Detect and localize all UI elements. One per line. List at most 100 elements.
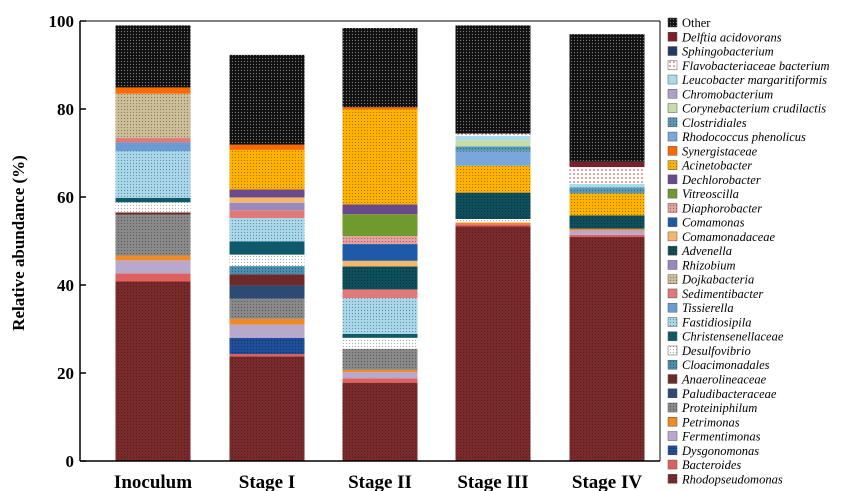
legend-item-acinetobacter: Acinetobacter xyxy=(667,159,752,173)
y-tick-label: 40 xyxy=(57,276,74,295)
bar-segment-texture xyxy=(342,382,418,461)
x-tick-label: Inoculum xyxy=(114,472,192,491)
legend-swatch xyxy=(667,459,678,470)
legend-swatch-texture xyxy=(668,360,677,370)
bar-segment-comamonadaceae xyxy=(229,197,305,203)
legend-swatch-texture xyxy=(668,117,677,127)
legend-swatch xyxy=(667,174,678,185)
bar-segment-texture xyxy=(569,237,645,461)
legend-item-anaerolineaceae: Anaerolineaceae xyxy=(667,373,767,387)
bar-segment-texture xyxy=(229,266,305,275)
bar-segment-synergistaceae xyxy=(115,87,191,94)
bar-segment-texture xyxy=(229,298,305,319)
bar-segment-texture xyxy=(115,93,191,139)
legend-item-tissierella: Tissierella xyxy=(667,301,734,315)
legend-item-corynebacterium-crudilactis: Corynebacterium crudilactis xyxy=(667,102,826,116)
bar-segment-texture xyxy=(569,34,645,162)
bar-segment-vitreoscilla xyxy=(342,214,418,237)
legend-item-petrimonas: Petrimonas xyxy=(667,415,740,429)
x-tick-label: Stage III xyxy=(457,472,528,491)
bar-segment-texture xyxy=(455,25,531,134)
bar-segment-rhizobium xyxy=(229,202,305,211)
legend-swatch xyxy=(667,331,678,341)
bar-segment-fermentimonas xyxy=(569,230,645,235)
legend-item-chromobacterium: Chromobacterium xyxy=(667,87,773,101)
legend-item-bacteroides: Bacteroides xyxy=(667,458,741,472)
legend-item-rhodopseudomonas: Rhodopseudomonas xyxy=(667,472,783,486)
legend-item-vitreoscilla: Vitreoscilla xyxy=(667,187,739,201)
legend-swatch xyxy=(667,374,678,384)
bar-segment-texture xyxy=(455,219,531,223)
y-tick-label: 60 xyxy=(57,188,74,207)
legend-item-flavobacteriaceae-bacterium: Flavobacteriaceae bacterium xyxy=(667,59,830,73)
bar-inoculum xyxy=(115,25,191,461)
bar-segment-texture xyxy=(342,348,418,370)
legend-swatch xyxy=(667,217,678,227)
legend-item-diaphorobacter: Diaphorobacter xyxy=(667,201,762,215)
legend-swatch xyxy=(667,103,678,113)
legend-item-comamonadaceae: Comamonadaceae xyxy=(667,230,775,244)
legend-label: Tissierella xyxy=(682,301,734,315)
legend-swatch-texture xyxy=(668,474,677,484)
bar-segment-petrimonas xyxy=(342,369,418,373)
x-tick-label: Stage II xyxy=(348,472,412,491)
legend-swatch xyxy=(667,32,678,42)
legend-label: Rhizobium xyxy=(681,258,735,272)
bar-segment-texture xyxy=(229,356,305,461)
legend-item-synergistaceae: Synergistaceae xyxy=(667,144,758,158)
bar-segment-paludibacteraceae xyxy=(229,285,305,299)
bar-segment-corynebacterium-crudilactis xyxy=(455,140,531,147)
bar-segment-texture xyxy=(342,109,418,205)
bar-segment-christensenellaceae xyxy=(229,241,305,255)
bar-segment-rhodococcus-phenolicus xyxy=(455,151,531,166)
legend-label: Advenella xyxy=(681,244,732,258)
legend-label: Rhodopseudomonas xyxy=(681,472,783,486)
legend-item-delftia-acidovorans: Delftia acidovorans xyxy=(667,30,782,44)
bar-segment-texture xyxy=(229,337,305,355)
bar-segment-texture xyxy=(342,236,418,245)
legend-swatch xyxy=(667,431,678,441)
y-tick-label: 0 xyxy=(66,452,75,471)
y-tick-label: 20 xyxy=(57,364,74,383)
legend-swatch-texture xyxy=(668,403,677,413)
bar-stage-iv xyxy=(569,34,645,461)
legend-label: Sphingobacterium xyxy=(682,45,774,59)
bar-segment-texture xyxy=(569,167,645,184)
legend-swatch-texture xyxy=(668,160,677,170)
legend-swatch xyxy=(667,288,678,299)
bar-segment-texture xyxy=(342,266,418,290)
bar-segment-fermentimonas xyxy=(229,324,305,338)
legend-label: Anaerolineaceae xyxy=(681,373,767,387)
bar-segment-texture xyxy=(115,25,191,88)
axes-group: 0 20 40 60 80 100 Inoculum Stage I Stage II Stage… xyxy=(49,12,661,491)
bar-segment-texture xyxy=(115,202,191,213)
bar-stage-ii xyxy=(342,28,418,461)
legend-label: Bacteroides xyxy=(682,458,741,472)
bar-segment-texture xyxy=(229,254,305,267)
legend-item-leucobacter-margaritiformis: Leucobacter margaritiformis xyxy=(667,73,827,87)
bar-stage-iii xyxy=(455,25,531,461)
bar-segment-texture xyxy=(115,281,191,461)
legend-item-other: Other xyxy=(667,16,711,30)
bar-segment-dechlorobacter xyxy=(229,189,305,198)
bar-segment-texture xyxy=(569,193,645,216)
legend-item-cloacimonadales: Cloacimonadales xyxy=(667,358,770,372)
legend-label: Petrimonas xyxy=(681,415,740,429)
legend-label: Acinetobacter xyxy=(681,159,752,173)
legend-label: Dechlorobacter xyxy=(681,173,761,187)
legend-swatch xyxy=(667,302,678,313)
legend-swatch-texture xyxy=(668,203,677,213)
legend-label: Christensenellaceae xyxy=(682,330,784,344)
y-axis-label: Relative abundance (%) xyxy=(9,155,28,331)
bar-segment-leucobacter-margaritiformis xyxy=(569,183,645,188)
legend-label: Fastidiosipila xyxy=(681,315,751,329)
bar-segment-sedimentibacter xyxy=(115,138,191,143)
bar-segment-fermentimonas xyxy=(342,372,418,379)
bar-segment-synergistaceae xyxy=(229,144,305,150)
bar-segment-texture xyxy=(455,133,531,136)
legend-swatch-texture xyxy=(668,345,677,355)
legend-label: Synergistaceae xyxy=(682,144,758,158)
bar-segment-petrimonas xyxy=(115,255,191,261)
legend-label: Leucobacter margaritiformis xyxy=(681,73,827,87)
